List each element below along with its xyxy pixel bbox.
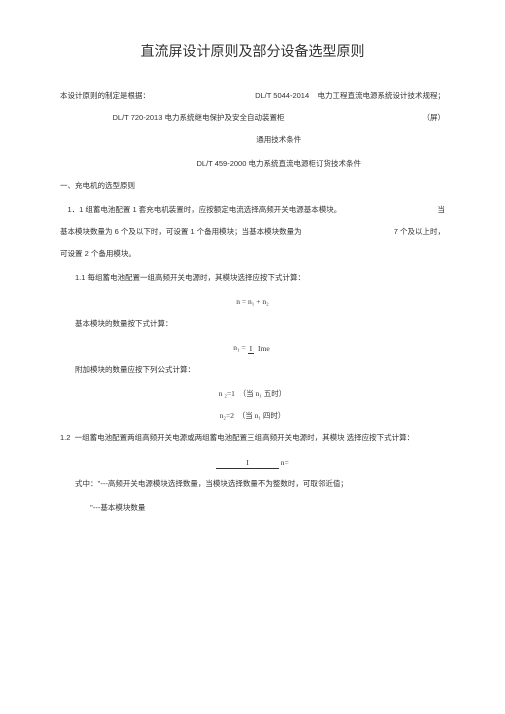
f4-top: I xyxy=(216,458,279,469)
intro-row: 本设计原则的制定是根据： DL/T 5044-2014 电力工程直流电源系统设计… xyxy=(60,90,445,102)
formula1: n = n₁ + n₂ xyxy=(60,296,445,308)
sec1-1-a-tail: 当 xyxy=(438,204,446,216)
sec1-1-b-right: 7 个及以上时， xyxy=(394,226,445,238)
sec1-1-a-text: 1．1 组蓄电池配置 1 套充电机装置时，应按额定电流选择高频开关电源基本模块。 xyxy=(68,204,342,216)
intro-text: 本设计原则的制定是根据： xyxy=(60,90,150,102)
sec1: 一、充电机的选型原则 xyxy=(60,180,445,192)
formula-end2: ''---基本模块数量 xyxy=(90,502,445,514)
formula2-lhs: n₁ = xyxy=(233,343,245,352)
std2-name: 电力系统继电保护及安全自动装置柜 xyxy=(165,113,285,122)
standards-block: DL/T 720-2013 电力系统继电保护及安全自动装置柜 （屏） 通用技术条… xyxy=(113,112,446,170)
f4-bot: n= xyxy=(281,457,289,467)
sec1-1-a: 1．1 组蓄电池配置 1 套充电机装置时，应按额定电流选择高频开关电源基本模块。… xyxy=(68,204,446,216)
sec1-1-b-left: 基本模块数量为 6 个及以下时，可设置 1 个备用模块；当基本模块数量为 xyxy=(60,226,302,238)
formula2-bot: Ime xyxy=(256,344,272,353)
sec1-1-b: 基本模块数量为 6 个及以下时，可设置 1 个备用模块；当基本模块数量为 7 个… xyxy=(60,226,445,238)
std1-code: DL/T 5044-2014 xyxy=(255,91,309,100)
std2-row: DL/T 720-2013 电力系统继电保护及安全自动装置柜 （屏） xyxy=(113,112,446,124)
document-page: 直流屏设计原则及部分设备选型原则 本设计原则的制定是根据： DL/T 5044-… xyxy=(0,0,505,714)
f3a-right: ₂=1 （当 n₁ 五时） xyxy=(222,389,286,398)
formula4: I n= xyxy=(60,456,445,468)
formula2: n₁ = I Ime xyxy=(60,342,445,354)
formula3a: n ₂=1 （当 n₁ 五时） xyxy=(60,388,445,400)
std3-row: DL/T 459-2000 电力系统直流电源柜订货技术条件 xyxy=(113,158,446,170)
sec-add-count: 附加模块的数量应按下列公式计算： xyxy=(75,364,445,376)
sec1-1-c: 可设置 2 个备用模块。 xyxy=(60,248,445,260)
std2-sub: 通用技术条件 xyxy=(113,134,446,146)
std2-code: DL/T 720-2013 xyxy=(113,113,163,122)
formula2-top: I xyxy=(248,344,255,354)
sec1-1-sub1: 1.1 每组蓄电池配置一组高频开关电源时，其模块选择应按下式计算： xyxy=(75,272,445,284)
std2-note: （屏） xyxy=(423,112,446,124)
page-title: 直流屏设计原则及部分设备选型原则 xyxy=(60,40,445,62)
formula3b: n₂=2 （当 n₁ 四时） xyxy=(60,410,445,422)
formula-end: 式中：''---高频开关电源模块选择数量，当模块选择数量不为整数时，可取邻近值； xyxy=(75,478,445,490)
std3-code: DL/T 459-2000 xyxy=(197,159,247,168)
sec-basic-count: 基本模块的数量按下式计算： xyxy=(75,318,445,330)
std3-name: 电力系统直流电源柜订货技术条件 xyxy=(249,159,362,168)
sec1-2: 1.2 一组蓄电池配置两组高频开关电源或两组蓄电池配置三组高频开关电源时，其模块… xyxy=(60,432,445,444)
std1-name: 电力工程直流电源系统设计技术规程； xyxy=(318,91,446,100)
